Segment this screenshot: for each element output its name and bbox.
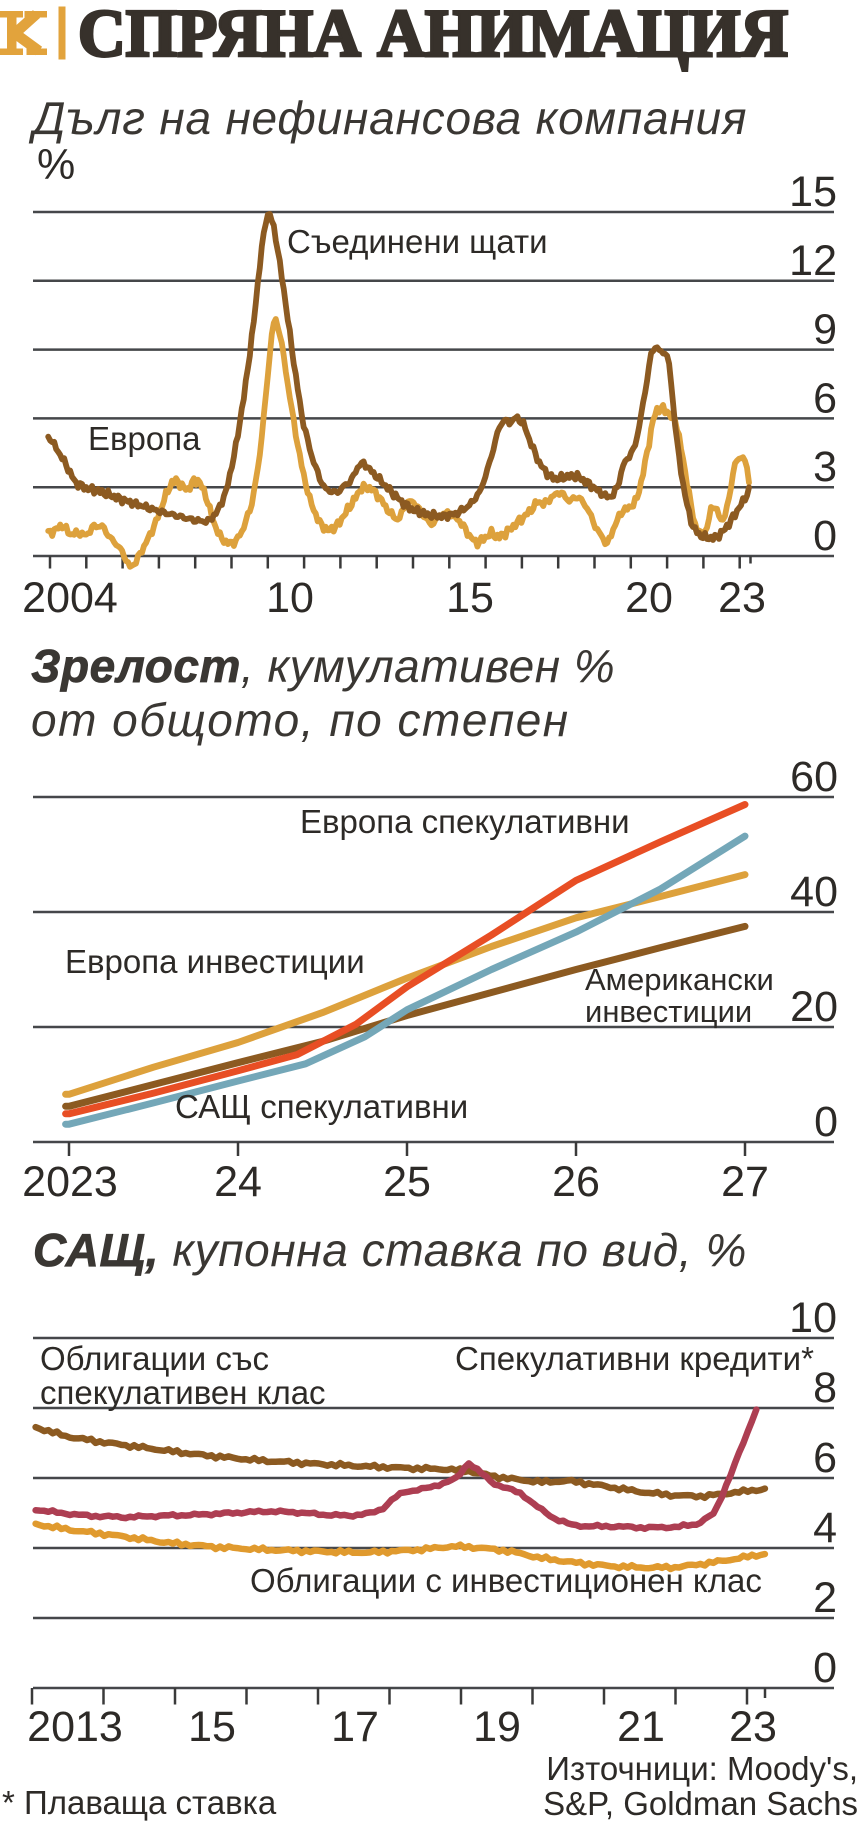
svg-text:26: 26 bbox=[552, 1158, 600, 1206]
svg-text:0: 0 bbox=[813, 1644, 837, 1692]
svg-text:3: 3 bbox=[813, 443, 837, 491]
svg-text:Облигации със: Облигации със bbox=[40, 1340, 269, 1377]
svg-text:9: 9 bbox=[813, 306, 837, 354]
svg-text:24: 24 bbox=[214, 1158, 262, 1206]
svg-text:2023: 2023 bbox=[22, 1158, 118, 1206]
svg-text:15: 15 bbox=[789, 168, 837, 216]
svg-text:8: 8 bbox=[813, 1364, 837, 1412]
svg-text:25: 25 bbox=[383, 1158, 431, 1206]
svg-text:4: 4 bbox=[813, 1504, 837, 1552]
svg-text:19: 19 bbox=[473, 1703, 521, 1751]
svg-text:Американски: Американски bbox=[585, 962, 774, 997]
svg-text:15: 15 bbox=[188, 1703, 236, 1751]
svg-text:Дълг на нефинансова компания: Дълг на нефинансова компания bbox=[28, 92, 747, 144]
svg-text:40: 40 bbox=[790, 868, 838, 916]
svg-text:0: 0 bbox=[814, 1098, 838, 1146]
svg-text:15: 15 bbox=[446, 574, 494, 622]
svg-text:10: 10 bbox=[789, 1294, 837, 1342]
svg-text:%: % bbox=[37, 141, 75, 189]
svg-text:от общото, по степен: от общото, по степен bbox=[31, 694, 570, 746]
svg-text:6: 6 bbox=[813, 374, 837, 422]
svg-text:10: 10 bbox=[266, 574, 314, 622]
svg-text:Източници: Moody's,: Източници: Moody's, bbox=[546, 1750, 858, 1787]
svg-text:S&P, Goldman Sachs: S&P, Goldman Sachs bbox=[543, 1785, 858, 1822]
svg-text:17: 17 bbox=[331, 1703, 379, 1751]
svg-text:Европа инвестиции: Европа инвестиции bbox=[65, 943, 365, 980]
svg-text:Европа спекулативни: Европа спекулативни bbox=[300, 803, 630, 840]
svg-text:20: 20 bbox=[790, 983, 838, 1031]
svg-text:* Плаваща ставка: * Плаваща ставка bbox=[2, 1784, 277, 1821]
svg-text:21: 21 bbox=[617, 1703, 665, 1751]
svg-text:Спекулативни кредити*: Спекулативни кредити* bbox=[455, 1340, 814, 1377]
svg-text:спекулативен клас: спекулативен клас bbox=[40, 1374, 326, 1411]
svg-text:20: 20 bbox=[625, 574, 673, 622]
svg-text:Съединени щати: Съединени щати bbox=[287, 223, 548, 260]
svg-text:0: 0 bbox=[813, 512, 837, 560]
svg-text:САЩ, купонна ставка по вид, %: САЩ, купонна ставка по вид, % bbox=[33, 1224, 747, 1276]
svg-text:инвестиции: инвестиции bbox=[585, 994, 752, 1029]
svg-text:Зрелост, кумулативен %: Зрелост, кумулативен % bbox=[31, 640, 615, 692]
svg-text:СПРЯНА АНИМАЦИЯ: СПРЯНА АНИМАЦИЯ bbox=[78, 0, 788, 71]
svg-text:2004: 2004 bbox=[22, 574, 118, 622]
svg-text:12: 12 bbox=[789, 237, 837, 285]
svg-text:23: 23 bbox=[729, 1703, 777, 1751]
svg-text:САЩ спекулативни: САЩ спекулативни bbox=[175, 1088, 468, 1125]
svg-text:60: 60 bbox=[790, 753, 838, 801]
svg-text:Облигации с инвестиционен клас: Облигации с инвестиционен клас bbox=[250, 1562, 762, 1599]
svg-text:2013: 2013 bbox=[27, 1703, 123, 1751]
svg-text:23: 23 bbox=[718, 574, 766, 622]
svg-text:2: 2 bbox=[813, 1574, 837, 1622]
svg-text:6: 6 bbox=[813, 1434, 837, 1482]
svg-text:Европа: Европа bbox=[88, 420, 201, 457]
svg-text:27: 27 bbox=[721, 1158, 769, 1206]
